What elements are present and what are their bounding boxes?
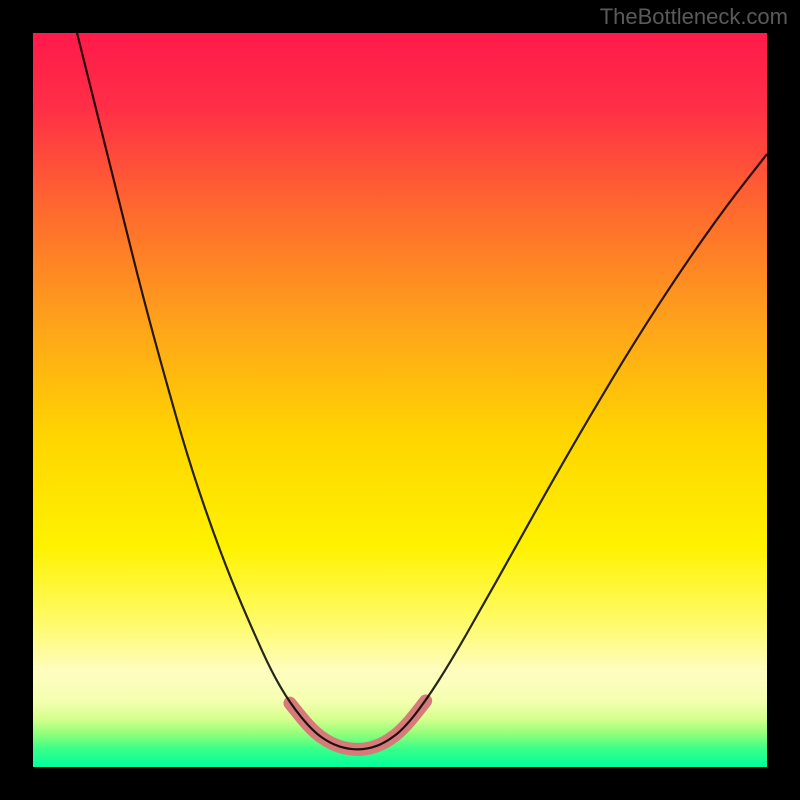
plot-area [33,33,767,767]
chart-container: TheBottleneck.com [0,0,800,800]
chart-svg [33,33,767,767]
watermark-text: TheBottleneck.com [600,4,788,30]
gradient-background [33,33,767,767]
